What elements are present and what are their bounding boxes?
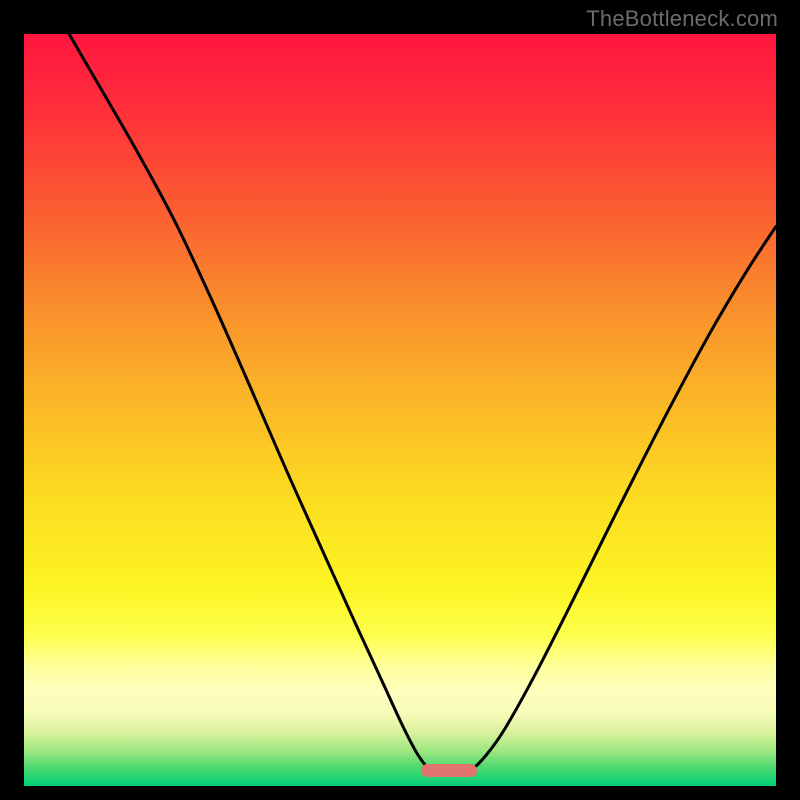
chart-frame: TheBottleneck.com [0,0,800,800]
plot-area [24,34,776,774]
watermark-text: TheBottleneck.com [586,6,778,32]
optimum-marker [421,764,477,777]
bottleneck-curve [24,34,776,774]
